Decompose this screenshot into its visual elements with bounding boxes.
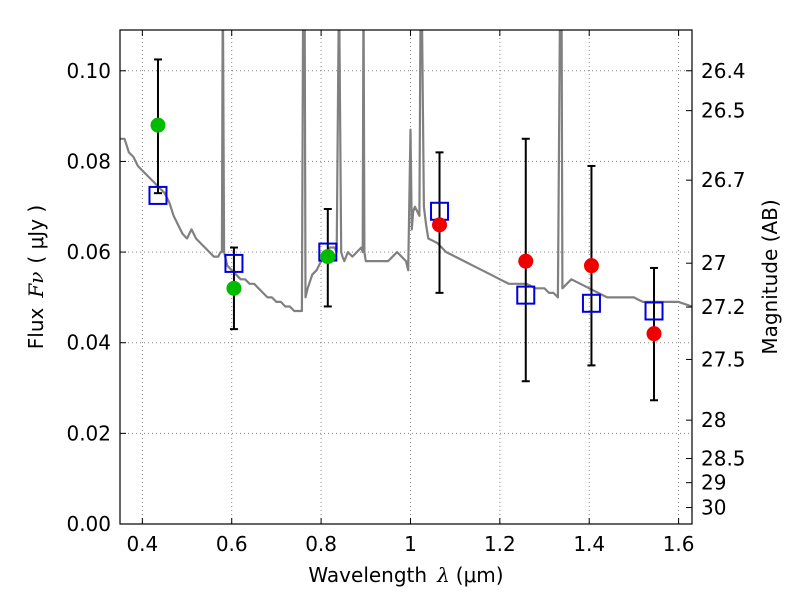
magnitude-tick-label: 26.5 xyxy=(701,99,746,123)
model-square xyxy=(644,301,664,321)
y-tick-label: 0.00 xyxy=(66,512,111,536)
green-point xyxy=(320,249,336,265)
spectrum-layer xyxy=(120,30,692,313)
y-axis-right-title: Magnitude (AB) xyxy=(758,199,782,354)
y-tick-label: 0.04 xyxy=(66,331,111,355)
magnitude-tick-label: 28 xyxy=(701,408,726,432)
magnitude-tick-label: 26.4 xyxy=(701,59,746,83)
observed-points xyxy=(150,117,662,342)
x-tick-label: 1 xyxy=(404,532,417,556)
y-tick-label: 0.02 xyxy=(66,421,111,445)
x-tick-label: 1.2 xyxy=(484,532,516,556)
x-tick-label: 1.6 xyxy=(663,532,695,556)
magnitude-tick-label: 28.5 xyxy=(701,446,746,470)
x-tick-label: 0.6 xyxy=(216,532,248,556)
magnitude-tick-label: 27.2 xyxy=(701,295,746,319)
magnitude-tick-label: 27 xyxy=(701,251,726,275)
model-square xyxy=(148,185,168,205)
x-tick-label: 1.4 xyxy=(573,532,605,556)
y-tick-label: 0.08 xyxy=(66,149,111,173)
green-point xyxy=(226,280,242,296)
y-axis-title: FluxFν( μJy ) xyxy=(24,205,48,349)
plot-frame xyxy=(119,29,693,525)
green-point xyxy=(150,117,166,133)
x-tick-label: 0.4 xyxy=(126,532,158,556)
magnitude-tick-label: 26.7 xyxy=(701,168,746,192)
y-axis-ticks: 0.00 0.02 0.04 0.06 0.08 0.10 xyxy=(66,59,126,536)
magnitude-tick-label: 29 xyxy=(701,471,726,495)
magnitude-tick-label: 30 xyxy=(701,496,726,520)
red-point xyxy=(583,258,599,274)
model-square xyxy=(224,253,244,273)
y-tick-label: 0.10 xyxy=(66,59,111,83)
spectrum-line xyxy=(120,30,692,313)
magnitude-tick-label: 27.5 xyxy=(701,347,746,371)
x-axis-title: Wavelength λ (μm) xyxy=(308,563,503,587)
x-tick-label: 0.8 xyxy=(305,532,337,556)
red-point xyxy=(432,217,448,233)
y-tick-label: 0.06 xyxy=(66,240,111,264)
x-axis-ticks: 0.4 0.6 0.8 1 1.2 1.4 1.6 xyxy=(126,30,695,556)
red-point xyxy=(646,326,662,342)
red-point xyxy=(518,253,534,269)
model-square xyxy=(516,285,536,305)
model-square xyxy=(581,293,601,313)
